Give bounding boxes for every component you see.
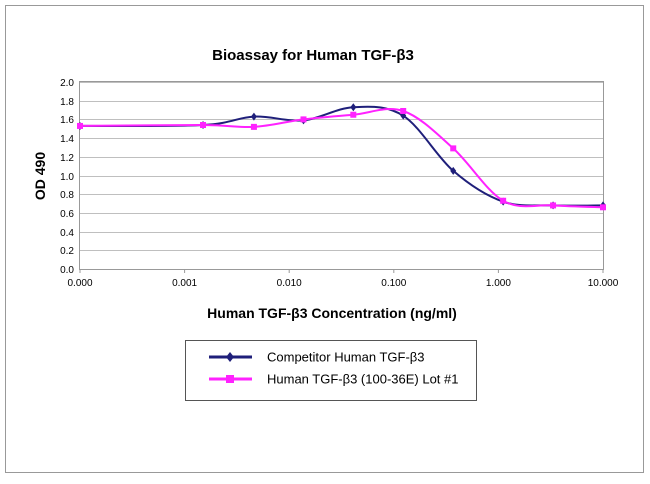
data-point bbox=[300, 116, 307, 123]
data-point bbox=[550, 202, 557, 209]
legend-label: Human TGF-β3 (100-36E) Lot #1 bbox=[267, 372, 459, 387]
x-tick-label: 0.000 bbox=[67, 278, 92, 289]
data-point bbox=[400, 107, 407, 114]
y-tick-label: 0.8 bbox=[60, 190, 74, 201]
data-point bbox=[600, 204, 606, 211]
data-point bbox=[250, 123, 257, 130]
x-tick-label: 0.010 bbox=[277, 278, 302, 289]
legend-swatch-marker bbox=[226, 375, 234, 383]
y-tick-label: 1.4 bbox=[60, 134, 74, 145]
series-line bbox=[79, 108, 604, 209]
legend-items: Competitor Human TGF-β3 Human TGF-β3 (100… bbox=[209, 350, 459, 387]
outer-border bbox=[5, 5, 644, 473]
data-point bbox=[250, 112, 257, 121]
y-tick-labels: 0.0 0.2 0.4 0.6 0.8 1.0 1.2 1.4 1.6 1.8 2.0 bbox=[60, 78, 74, 276]
legend-label: Competitor Human TGF-β3 bbox=[267, 350, 425, 365]
legend-item-2: Human TGF-β3 (100-36E) Lot #1 bbox=[209, 372, 459, 387]
legend-item-1: Competitor Human TGF-β3 bbox=[209, 350, 425, 365]
x-tick-label: 0.100 bbox=[381, 278, 406, 289]
y-tick-label: 1.6 bbox=[60, 115, 74, 126]
grid-layer bbox=[80, 82, 603, 270]
legend-box bbox=[185, 340, 477, 401]
y-tick-label: 0.6 bbox=[60, 209, 74, 220]
x-axis-title: Human TGF-β3 Concentration (ng/ml) bbox=[207, 305, 457, 321]
x-tick-label: 0.001 bbox=[172, 278, 197, 289]
y-tick-label: 2.0 bbox=[60, 78, 74, 89]
data-point bbox=[450, 145, 457, 152]
data-point bbox=[450, 166, 457, 175]
data-point bbox=[350, 103, 357, 112]
y-axis-title: OD 490 bbox=[32, 152, 48, 200]
y-tick-label: 0.0 bbox=[60, 265, 74, 276]
y-tick-label: 0.2 bbox=[60, 246, 74, 257]
chart-title: Bioassay for Human TGF-β3 bbox=[212, 47, 414, 64]
data-point bbox=[350, 111, 357, 118]
y-tick-label: 1.0 bbox=[60, 172, 74, 183]
x-tick-label: 1.000 bbox=[486, 278, 511, 289]
y-tick-label: 1.8 bbox=[60, 97, 74, 108]
x-tick-label: 10.000 bbox=[588, 278, 619, 289]
plot-area bbox=[79, 81, 604, 270]
data-point bbox=[500, 197, 507, 204]
y-tick-label: 1.2 bbox=[60, 153, 74, 164]
data-point bbox=[200, 122, 207, 129]
y-tick-label: 0.4 bbox=[60, 228, 74, 239]
legend: Competitor Human TGF-β3 Human TGF-β3 (100… bbox=[185, 340, 477, 401]
series-layer bbox=[77, 103, 606, 211]
data-point bbox=[77, 122, 83, 129]
legend-swatch-marker bbox=[226, 352, 234, 362]
x-tick-labels: 0.000 0.001 0.010 0.100 1.000 10.000 bbox=[67, 269, 619, 289]
series-2 bbox=[77, 107, 606, 211]
